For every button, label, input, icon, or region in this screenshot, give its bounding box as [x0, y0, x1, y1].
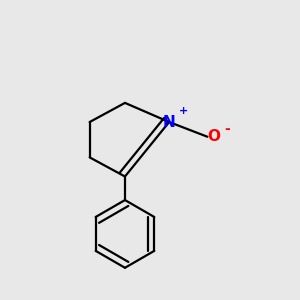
- Text: -: -: [225, 122, 230, 136]
- Text: N: N: [163, 115, 175, 130]
- Text: O: O: [207, 129, 220, 144]
- Text: +: +: [178, 106, 188, 116]
